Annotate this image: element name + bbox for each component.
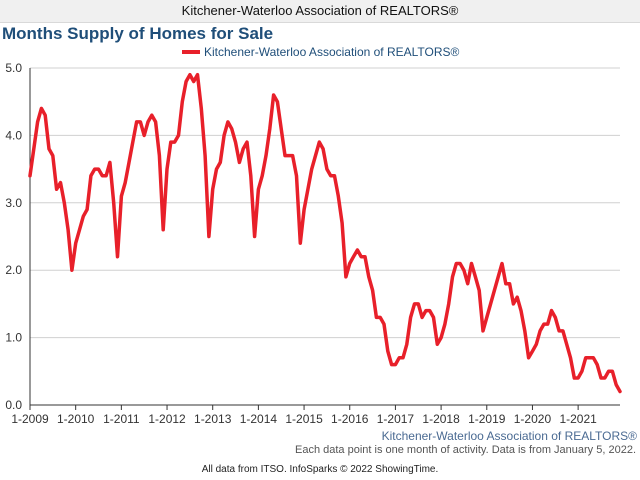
y-tick-label: 3.0 <box>5 196 22 210</box>
y-tick-label: 1.0 <box>5 331 22 345</box>
series-line <box>28 72 622 394</box>
x-tick-label: 1-2017 <box>377 412 415 426</box>
axes <box>29 68 620 406</box>
grid-lines <box>30 67 620 339</box>
x-tick-label: 1-2015 <box>285 412 323 426</box>
y-tick-label: 2.0 <box>5 263 22 277</box>
legend[interactable]: Kitchener-Waterloo Association of REALTO… <box>182 45 460 59</box>
y-tick-label: 0.0 <box>5 398 22 412</box>
x-tick-label: 1-2019 <box>468 412 506 426</box>
y-tick-label: 5.0 <box>5 61 22 75</box>
x-tick-label: 1-2018 <box>422 412 460 426</box>
x-tick-label: 1-2016 <box>331 412 369 426</box>
x-tick-label: 1-2014 <box>240 412 278 426</box>
source-credit: All data from ITSO. InfoSparks © 2022 Sh… <box>201 464 439 475</box>
line-chart: 0.01.02.03.04.05.0 1-2009 1-2010 1-2011 1-2… <box>5 45 638 443</box>
series-group <box>28 72 622 394</box>
x-tick-label: 1-2013 <box>194 412 232 426</box>
x-tick-label: 1-2012 <box>148 412 186 426</box>
header-bar-title: Kitchener-Waterloo Association of REALTO… <box>181 3 459 18</box>
x-tick-label: 1-2020 <box>514 412 552 426</box>
y-axis-ticks: 0.0 1.0 2.0 3.0 4.0 5.0 <box>5 61 22 412</box>
x-tick-label: 1-2011 <box>103 412 140 426</box>
x-axis-ticks: 1-2009 1-2010 1-2011 1-2012 1-2013 1-2014 1-20… <box>11 405 597 426</box>
x-tick-label: 1-2021 <box>559 412 597 426</box>
header-bar: Kitchener-Waterloo Association of REALTO… <box>0 0 640 23</box>
x-tick-label: 1-2010 <box>57 412 95 426</box>
data-note: Each data point is one month of activity… <box>295 444 636 456</box>
area-label: Kitchener-Waterloo Association of REALTO… <box>382 429 638 443</box>
x-tick-label: 1-2009 <box>11 412 49 426</box>
legend-label: Kitchener-Waterloo Association of REALTO… <box>204 45 460 59</box>
chart-title: Months Supply of Homes for Sale <box>2 24 274 43</box>
y-tick-label: 4.0 <box>5 128 22 142</box>
